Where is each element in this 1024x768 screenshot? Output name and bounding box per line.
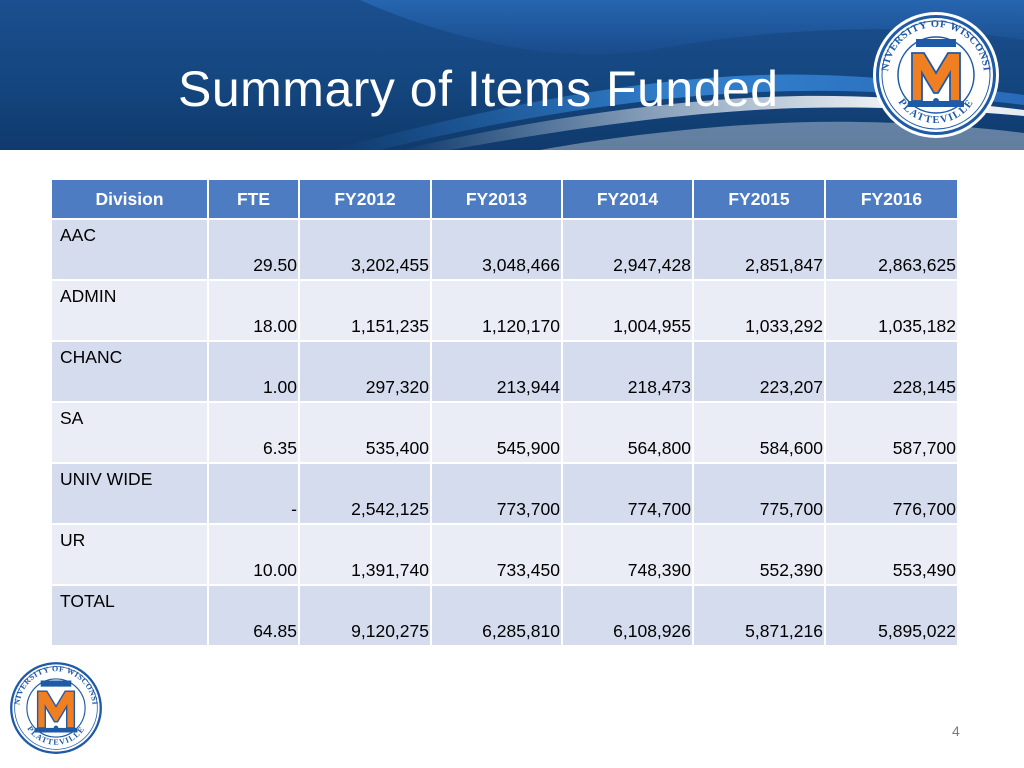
value-cell: 3,202,455 (299, 218, 432, 280)
table-row: UNIV WIDE - 2,542,125 773,700 774,700 77… (52, 462, 957, 524)
division-cell: UNIV WIDE (52, 462, 209, 524)
value-cell: 552,390 (693, 523, 826, 585)
value-cell: 2,863,625 (825, 218, 957, 280)
value-cell: 213,944 (431, 340, 563, 402)
value-cell: 1,391,740 (299, 523, 432, 585)
funding-summary-table: Division FTE FY2012 FY2013 FY2014 FY2015… (52, 180, 957, 645)
value-cell: 535,400 (299, 401, 432, 463)
column-header: FY2014 (562, 180, 694, 219)
value-cell: 584,600 (693, 401, 826, 463)
column-header: FTE (208, 180, 300, 219)
table-row: AAC 29.50 3,202,455 3,048,466 2,947,428 … (52, 218, 957, 280)
slide-title: Summary of Items Funded (178, 61, 779, 117)
value-cell: 5,871,216 (693, 584, 826, 645)
table-row: CHANC 1.00 297,320 213,944 218,473 223,2… (52, 340, 957, 402)
value-cell: 2,542,125 (299, 462, 432, 524)
value-cell: 553,490 (825, 523, 957, 585)
value-cell: 776,700 (825, 462, 957, 524)
university-seal-logo: UNIVERSITY OF WISCONSIN PLATTEVILLE 1866 (7, 659, 105, 757)
value-cell: 9,120,275 (299, 584, 432, 645)
value-cell: 773,700 (431, 462, 563, 524)
table-row: UR 10.00 1,391,740 733,450 748,390 552,3… (52, 523, 957, 585)
value-cell: 733,450 (431, 523, 563, 585)
value-cell: 1,120,170 (431, 279, 563, 341)
column-header: FY2015 (693, 180, 826, 219)
value-cell: 1,033,292 (693, 279, 826, 341)
page-number: 4 (952, 723, 960, 739)
table-row: SA 6.35 535,400 545,900 564,800 584,600 … (52, 401, 957, 463)
division-cell: AAC (52, 218, 209, 280)
value-cell: 5,895,022 (825, 584, 957, 645)
fte-cell: 10.00 (208, 523, 300, 585)
column-header: FY2013 (431, 180, 563, 219)
svg-text:1866: 1866 (50, 695, 62, 701)
value-cell: 297,320 (299, 340, 432, 402)
value-cell: 1,004,955 (562, 279, 694, 341)
column-header: FY2012 (299, 180, 432, 219)
title-banner: Summary of Items Funded (0, 0, 1024, 150)
fte-cell: 6.35 (208, 401, 300, 463)
value-cell: 748,390 (562, 523, 694, 585)
division-cell: ADMIN (52, 279, 209, 341)
table-header-row: Division FTE FY2012 FY2013 FY2014 FY2015… (52, 180, 957, 219)
value-cell: 1,151,235 (299, 279, 432, 341)
value-cell: 775,700 (693, 462, 826, 524)
swoosh-decoration (330, 0, 1024, 150)
division-cell: SA (52, 401, 209, 463)
fte-cell: 64.85 (208, 584, 300, 645)
value-cell: 6,285,810 (431, 584, 563, 645)
fte-cell: 1.00 (208, 340, 300, 402)
table-row: TOTAL 64.85 9,120,275 6,285,810 6,108,92… (52, 584, 957, 645)
value-cell: 1,035,182 (825, 279, 957, 341)
fte-cell: - (208, 462, 300, 524)
division-cell: TOTAL (52, 584, 209, 645)
value-cell: 774,700 (562, 462, 694, 524)
value-cell: 228,145 (825, 340, 957, 402)
svg-text:1866: 1866 (928, 56, 944, 65)
value-cell: 564,800 (562, 401, 694, 463)
value-cell: 545,900 (431, 401, 563, 463)
value-cell: 2,947,428 (562, 218, 694, 280)
value-cell: 2,851,847 (693, 218, 826, 280)
division-cell: CHANC (52, 340, 209, 402)
value-cell: 587,700 (825, 401, 957, 463)
table-row: ADMIN 18.00 1,151,235 1,120,170 1,004,95… (52, 279, 957, 341)
fte-cell: 29.50 (208, 218, 300, 280)
column-header: Division (52, 180, 209, 219)
value-cell: 3,048,466 (431, 218, 563, 280)
column-header: FY2016 (825, 180, 957, 219)
value-cell: 6,108,926 (562, 584, 694, 645)
division-cell: UR (52, 523, 209, 585)
fte-cell: 18.00 (208, 279, 300, 341)
value-cell: 218,473 (562, 340, 694, 402)
value-cell: 223,207 (693, 340, 826, 402)
university-seal-logo: UNIVERSITY OF WISCONSIN PLATTEVILLE 1866 (872, 11, 999, 138)
